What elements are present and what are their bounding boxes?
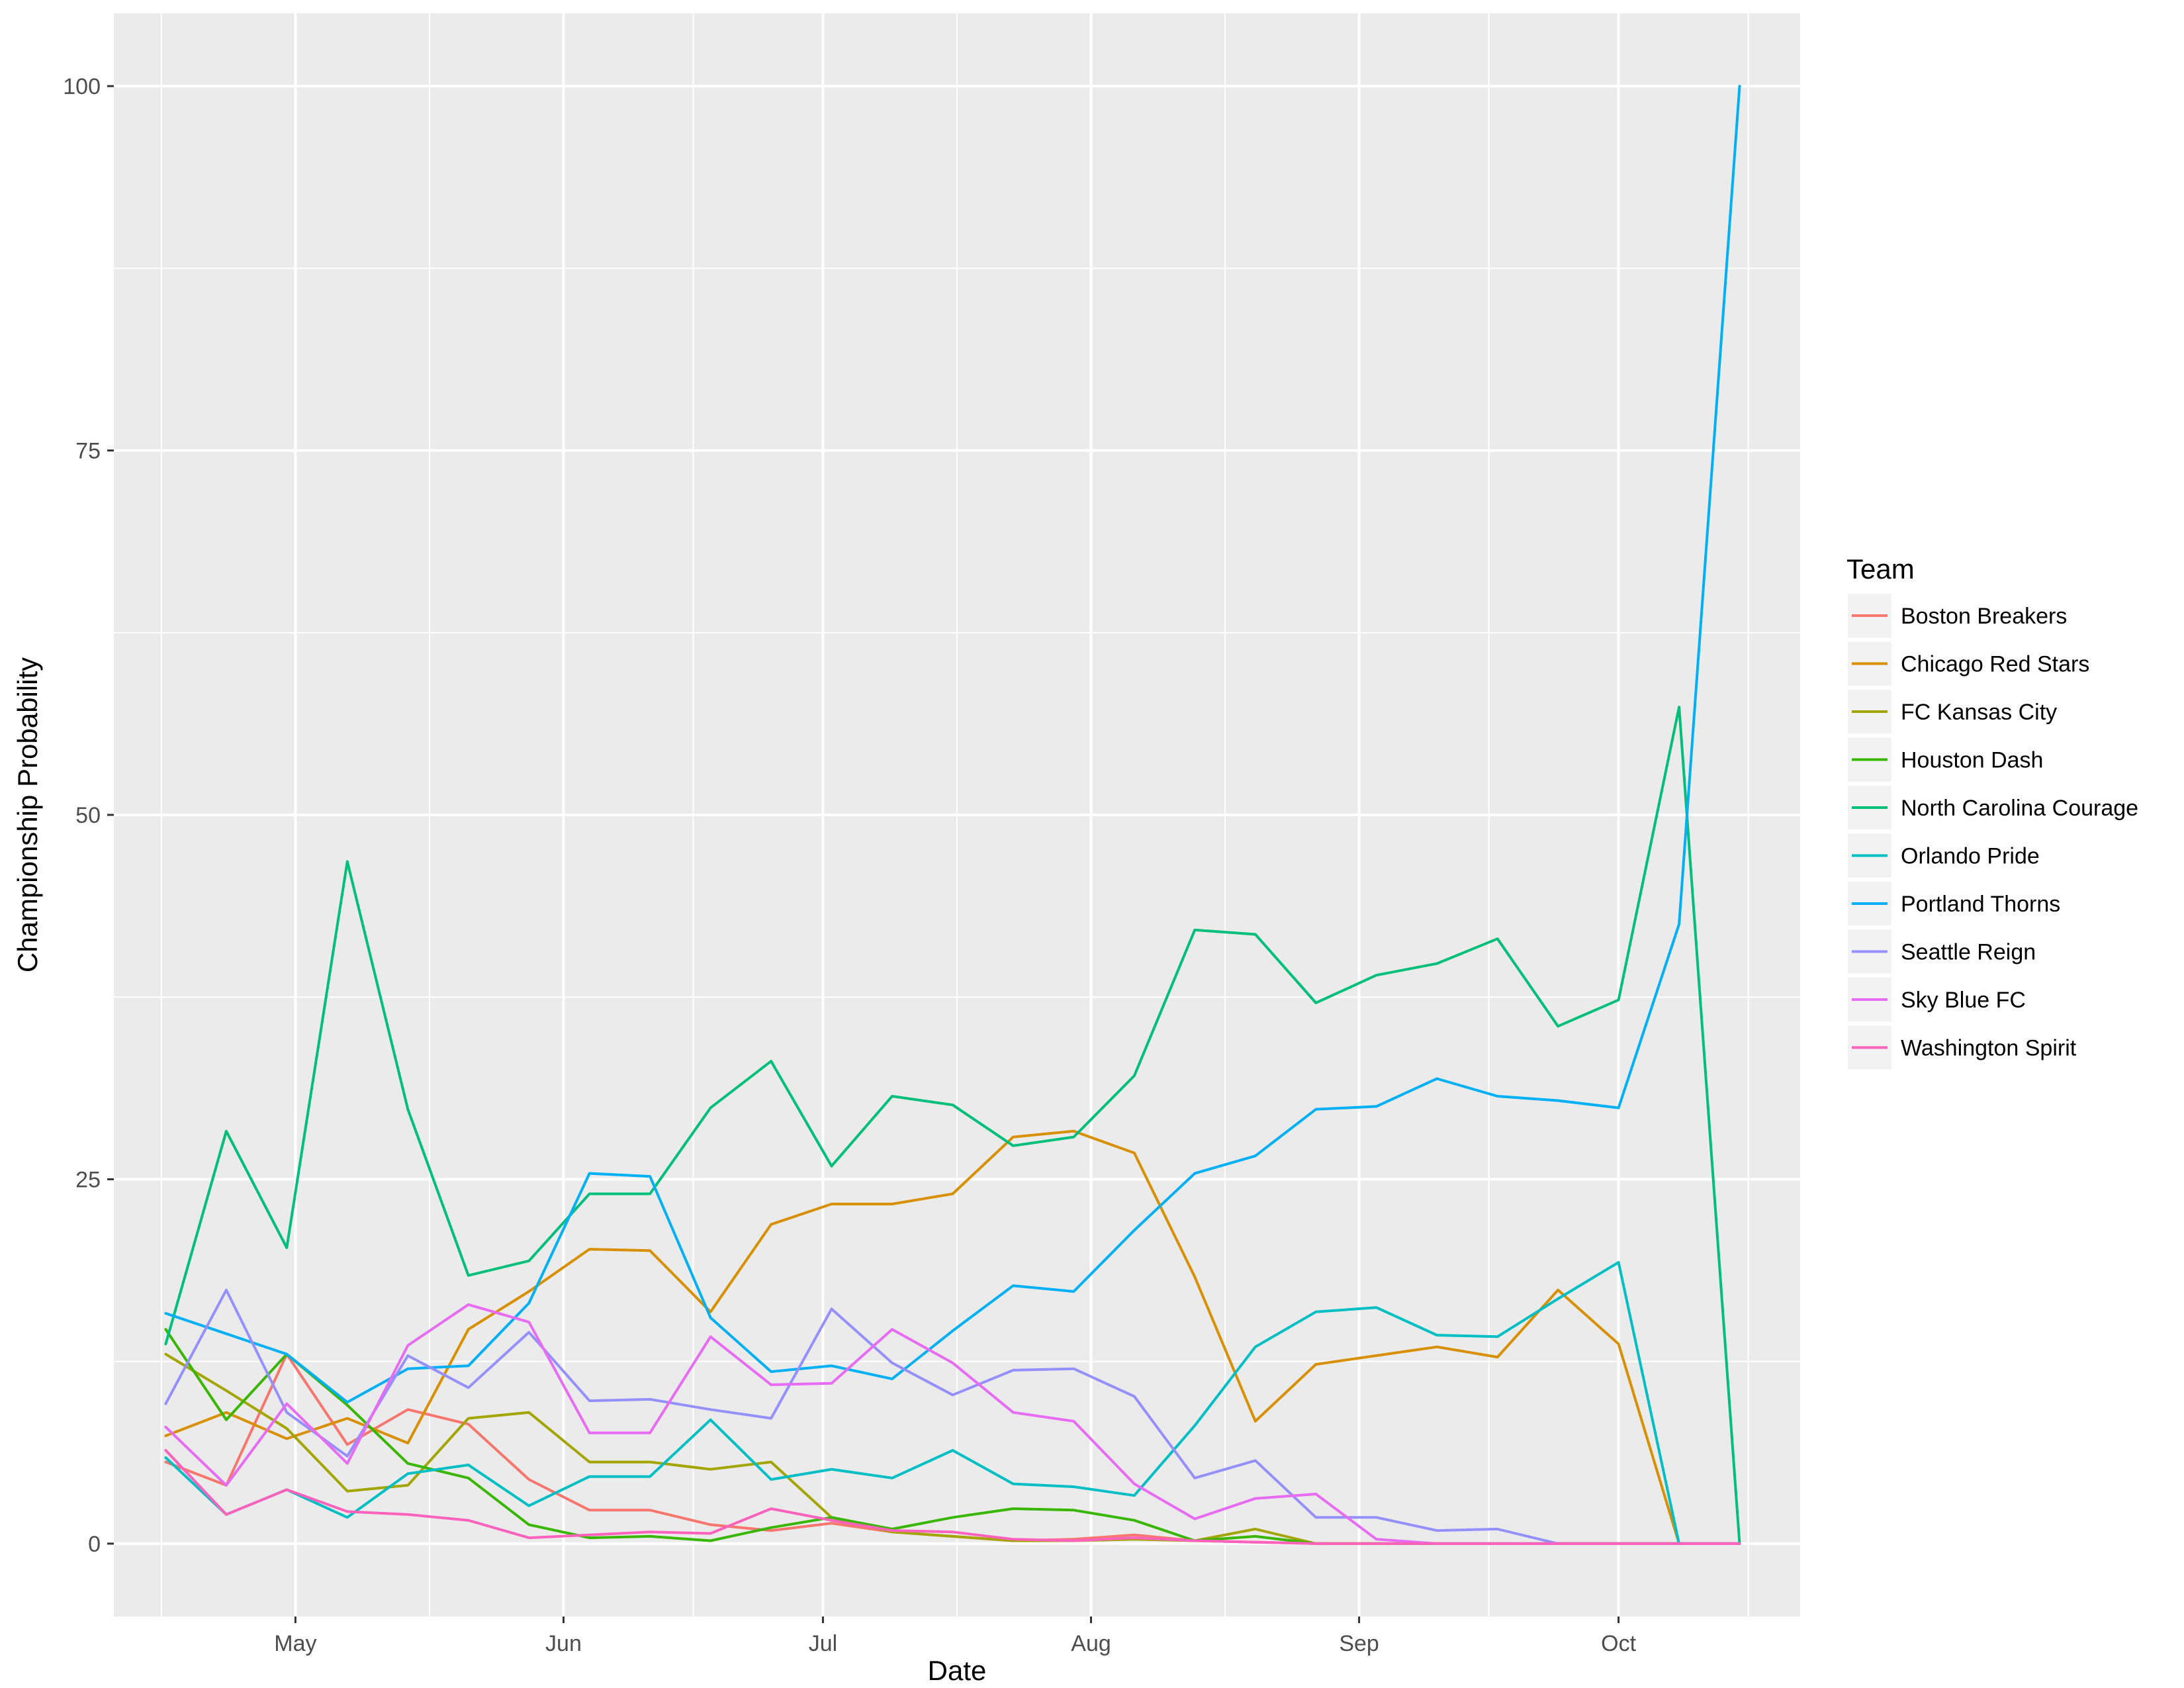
x-tick-label: Sep bbox=[1339, 1631, 1379, 1656]
legend-label-chicago-red-stars: Chicago Red Stars bbox=[1901, 652, 2089, 677]
y-tick-label: 75 bbox=[75, 439, 101, 464]
legend-label-sky-blue-fc: Sky Blue FC bbox=[1901, 988, 2026, 1013]
legend-label-fc-kansas-city: FC Kansas City bbox=[1901, 700, 2057, 725]
y-axis: 0 25 50 75 100 bbox=[63, 74, 114, 1557]
y-tick-label: 100 bbox=[63, 74, 101, 99]
series-line-chicago-red-stars bbox=[164, 1129, 1741, 1545]
x-tick-label: Oct bbox=[1601, 1631, 1636, 1656]
series-line-seattle-reign bbox=[164, 1288, 1741, 1545]
grid-lines bbox=[114, 13, 1800, 1617]
x-tick-label: Jul bbox=[809, 1631, 837, 1656]
x-tick-label: Jun bbox=[545, 1631, 582, 1656]
legend-title: Team bbox=[1846, 553, 1915, 585]
x-axis-title: Date bbox=[928, 1655, 987, 1686]
legend: Team Boston Breakers Chicago Red Stars FC … bbox=[1846, 553, 2138, 1070]
legend-label-portland-thorns: Portland Thorns bbox=[1901, 892, 2060, 917]
legend-label-houston-dash: Houston Dash bbox=[1901, 748, 2043, 773]
legend-label-washington-spirit: Washington Spirit bbox=[1901, 1036, 2077, 1061]
x-tick-label: May bbox=[274, 1631, 316, 1656]
y-tick-label: 0 bbox=[88, 1532, 101, 1557]
series-line-orlando-pride bbox=[164, 1261, 1741, 1545]
legend-label-orlando-pride: Orlando Pride bbox=[1901, 844, 2040, 869]
legend-label-boston-breakers: Boston Breakers bbox=[1901, 604, 2067, 629]
x-axis: May Jun Jul Aug Sep Oct bbox=[274, 1617, 1637, 1656]
legend-label-north-carolina-courage: North Carolina Courage bbox=[1901, 796, 2138, 821]
y-tick-label: 25 bbox=[75, 1167, 101, 1192]
series-line-washington-spirit bbox=[164, 1449, 1741, 1545]
x-tick-label: Aug bbox=[1071, 1631, 1111, 1656]
series-line-north-carolina-courage bbox=[164, 706, 1741, 1545]
legend-label-seattle-reign: Seattle Reign bbox=[1901, 940, 2036, 965]
series-lines bbox=[164, 85, 1741, 1545]
y-axis-title: Championship Probability bbox=[12, 657, 43, 972]
y-tick-label: 50 bbox=[75, 803, 101, 828]
